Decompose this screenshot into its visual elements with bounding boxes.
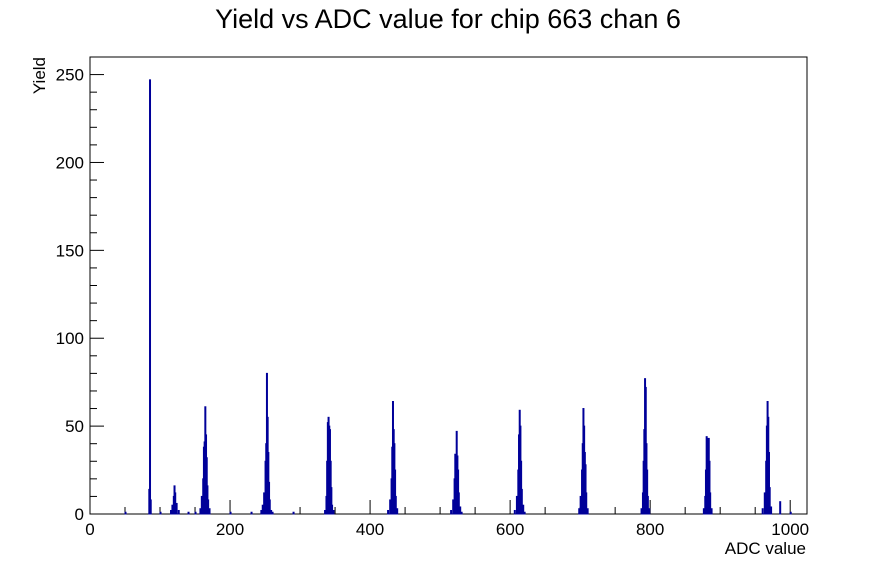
histogram-bin: [789, 511, 792, 515]
chart-title: Yield vs ADC value for chip 663 chan 6: [215, 4, 681, 34]
histogram-bin: [149, 79, 152, 515]
histogram-bin: [648, 508, 651, 515]
histogram-bin: [159, 511, 162, 515]
histogram-bin: [768, 487, 771, 515]
histogram-bin: [586, 508, 589, 515]
histogram-bin: [194, 511, 197, 515]
histogram-bin: [292, 511, 295, 515]
histogram-bin: [199, 508, 202, 515]
y-axis-title: Yield: [30, 57, 49, 94]
histogram-bin: [640, 508, 643, 515]
x-axis: 0 200 400 600 800 1000: [85, 500, 809, 539]
histogram-bin: [394, 495, 397, 515]
histogram-bin: [208, 508, 211, 515]
histogram-bin: [396, 508, 399, 515]
plot-frame: [89, 56, 808, 515]
histogram-bin: [124, 511, 127, 515]
y-tick-label: 150: [56, 241, 84, 260]
histogram-bin: [177, 509, 180, 515]
histogram-bin: [260, 509, 263, 515]
x-tick-label: 1000: [771, 520, 809, 539]
histogram-bin: [389, 499, 392, 515]
histogram-bin: [770, 506, 773, 515]
histogram-bin: [149, 499, 152, 515]
histogram-bin: [702, 508, 705, 515]
histogram-bin: [331, 504, 334, 515]
histogram-bin: [522, 504, 525, 515]
histogram-bin: [578, 508, 581, 515]
histogram-bin: [513, 509, 516, 515]
histogram-bin: [761, 508, 764, 515]
histogram-bin: [174, 492, 177, 515]
histogram-bin: [229, 511, 232, 515]
histogram-bin: [523, 511, 526, 515]
histogram-bin: [450, 509, 453, 515]
x-tick-label: 800: [636, 520, 664, 539]
x-tick-label: 200: [216, 520, 244, 539]
histogram-bin: [515, 495, 518, 515]
y-tick-label: 50: [65, 417, 84, 436]
histogram-bin: [585, 492, 588, 515]
x-tick-label: 0: [85, 520, 94, 539]
histogram-bin: [250, 511, 253, 515]
histogram-bin: [710, 508, 713, 515]
y-tick-label: 250: [56, 66, 84, 85]
histogram-bin: [457, 492, 460, 515]
histogram-bin: [579, 495, 582, 515]
x-tick-label: 400: [356, 520, 384, 539]
histogram-bin: [324, 509, 327, 515]
histogram-bin: [646, 495, 649, 515]
histogram-bin: [332, 509, 335, 515]
histogram-bin: [271, 511, 274, 515]
y-tick-label: 200: [56, 153, 84, 172]
histogram-bin: [270, 509, 273, 515]
histogram-bin: [452, 499, 455, 515]
histogram-bin: [261, 504, 264, 515]
histogram-bin: [520, 488, 523, 515]
histogram-bin: [459, 506, 462, 515]
histogram-bin: [200, 495, 203, 515]
histogram-bin: [779, 501, 782, 515]
histogram-bin: [460, 511, 463, 515]
histogram-bin: [387, 509, 390, 515]
y-tick-label: 100: [56, 329, 84, 348]
histogram-bin: [268, 499, 271, 515]
histogram-bars: [124, 79, 792, 515]
x-tick-label: 600: [496, 520, 524, 539]
histogram-bin: [763, 492, 766, 515]
y-tick-label: 0: [75, 505, 84, 524]
histogram-bin: [171, 504, 174, 515]
histogram-bin: [187, 511, 190, 515]
histogram-bin: [207, 499, 210, 515]
x-axis-title: ADC value: [725, 539, 806, 558]
histogram-bin: [175, 502, 178, 515]
histogram-bin: [170, 509, 173, 515]
histogram-bin: [709, 492, 712, 515]
y-axis: 0 50 100 150 200 250: [56, 66, 104, 524]
histogram-bin: [263, 492, 266, 515]
